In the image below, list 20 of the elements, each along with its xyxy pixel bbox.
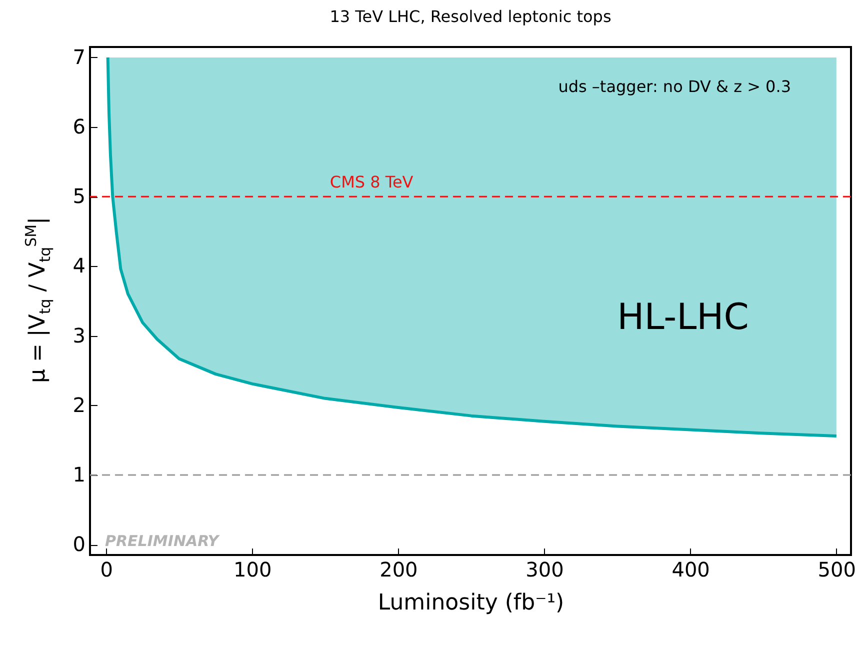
x-tick-label: 500 [818,558,856,582]
chart-title: 13 TeV LHC, Resolved leptonic tops [330,7,612,26]
y-tick-label: 2 [72,392,86,417]
annotation: PRELIMINARY [105,532,221,550]
x-tick-label: 200 [380,558,418,582]
ref-line-label: CMS 8 TeV [330,172,414,192]
annotation: HL-LHC [617,297,749,338]
y-tick-label: 4 [72,254,86,278]
y-tick-label: 3 [72,323,86,348]
y-tick-label: 7 [72,44,86,69]
y-tick-label: 5 [72,184,86,208]
x-tick-label: 400 [672,558,710,582]
x-axis-title: Luminosity (fb⁻¹) [378,590,564,616]
x-tick-label: 300 [526,558,564,582]
annotation: uds –tagger: no DV & z > 0.3 [558,77,791,96]
x-tick-label: 0 [100,558,113,582]
x-tick-label: 100 [234,558,272,582]
y-tick-label: 0 [72,532,86,556]
y-tick-label: 6 [72,114,86,139]
y-tick-label: 1 [72,462,86,486]
